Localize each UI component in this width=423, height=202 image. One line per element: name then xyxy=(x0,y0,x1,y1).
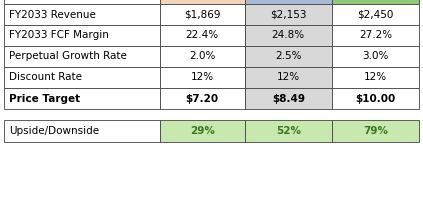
Text: 27.2%: 27.2% xyxy=(359,31,392,40)
Bar xyxy=(4,0,159,4)
Text: 12%: 12% xyxy=(191,73,214,82)
Text: $2,450: $2,450 xyxy=(357,9,394,20)
Bar xyxy=(332,25,419,46)
Bar xyxy=(4,120,159,142)
Text: $2,153: $2,153 xyxy=(270,9,307,20)
Text: 12%: 12% xyxy=(277,73,300,82)
Bar xyxy=(244,25,332,46)
Bar xyxy=(159,67,244,88)
Bar xyxy=(4,4,159,25)
Bar xyxy=(332,67,419,88)
Bar xyxy=(159,25,244,46)
Bar xyxy=(244,46,332,67)
Bar xyxy=(332,4,419,25)
Text: $8.49: $8.49 xyxy=(272,94,305,103)
Bar xyxy=(4,67,159,88)
Bar xyxy=(244,0,332,4)
Text: $1,869: $1,869 xyxy=(184,9,220,20)
Text: 24.8%: 24.8% xyxy=(272,31,305,40)
Text: 2.0%: 2.0% xyxy=(189,52,215,61)
Text: FY2033 Revenue: FY2033 Revenue xyxy=(9,9,96,20)
Text: 3.0%: 3.0% xyxy=(362,52,389,61)
Text: Upside/Downside: Upside/Downside xyxy=(9,126,99,136)
Text: 22.4%: 22.4% xyxy=(186,31,219,40)
Text: $7.20: $7.20 xyxy=(186,94,219,103)
Text: Perpetual Growth Rate: Perpetual Growth Rate xyxy=(9,52,127,61)
Bar xyxy=(244,67,332,88)
Text: $10.00: $10.00 xyxy=(355,94,396,103)
Text: 29%: 29% xyxy=(190,126,214,136)
Bar xyxy=(159,88,244,109)
Bar xyxy=(4,46,159,67)
Text: Discount Rate: Discount Rate xyxy=(9,73,82,82)
Bar xyxy=(244,4,332,25)
Bar xyxy=(4,25,159,46)
Text: Price Target: Price Target xyxy=(9,94,80,103)
Bar xyxy=(159,46,244,67)
Bar xyxy=(332,88,419,109)
Bar xyxy=(332,0,419,4)
Bar xyxy=(4,88,159,109)
Text: 2.5%: 2.5% xyxy=(275,52,302,61)
Text: 79%: 79% xyxy=(363,126,388,136)
Text: 12%: 12% xyxy=(364,73,387,82)
Bar xyxy=(159,0,244,4)
Bar xyxy=(332,46,419,67)
Bar xyxy=(332,120,419,142)
Bar xyxy=(159,120,244,142)
Bar xyxy=(244,120,332,142)
Bar xyxy=(159,4,244,25)
Text: FY2033 FCF Margin: FY2033 FCF Margin xyxy=(9,31,109,40)
Text: 52%: 52% xyxy=(276,126,301,136)
Bar xyxy=(244,88,332,109)
